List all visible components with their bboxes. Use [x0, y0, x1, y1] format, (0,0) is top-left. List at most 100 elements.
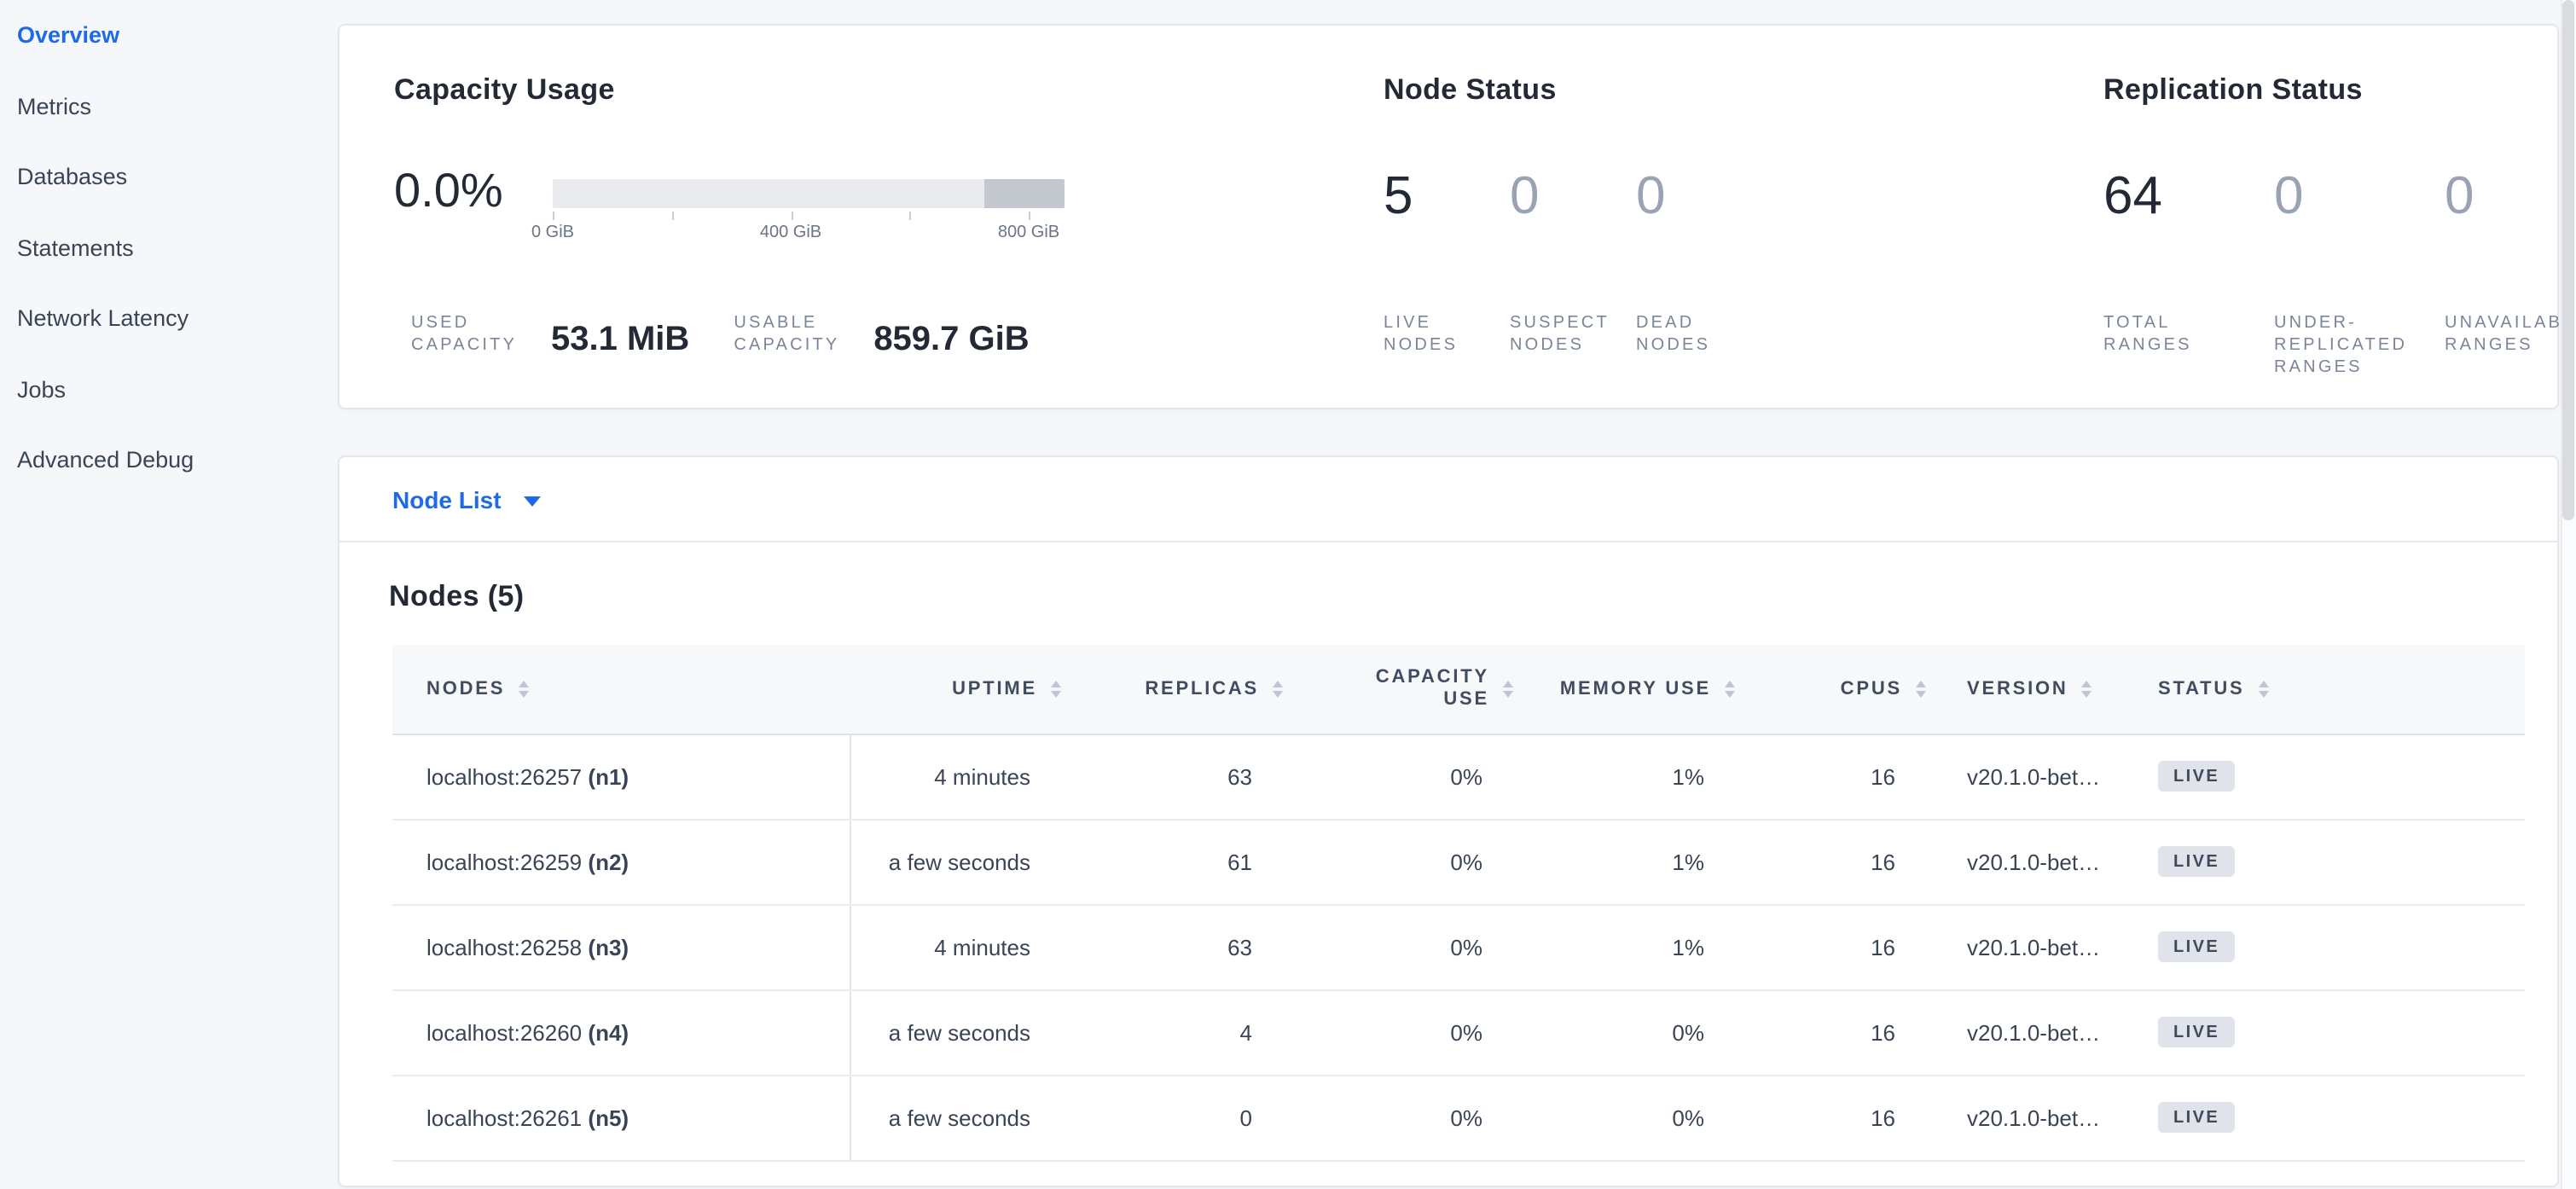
- column-header-version[interactable]: VERSION: [1936, 645, 2141, 734]
- axis-tick: [791, 212, 792, 220]
- unavailable-ranges-stat: 0 UNAVAILABLE RANGES: [2445, 168, 2576, 379]
- used-capacity-label: USED CAPACITY: [411, 314, 518, 355]
- status-cell: LIVE: [2141, 734, 2525, 820]
- column-label: VERSION: [1967, 678, 2068, 699]
- node-list-card: Node List Nodes (5) NODES: [338, 455, 2559, 1186]
- nodes-table-section: Nodes (5) NODES UPTIME: [339, 542, 2557, 1185]
- column-label: STATUS: [2158, 678, 2245, 699]
- caret-down-icon: [523, 496, 541, 506]
- status-badge: LIVE: [2158, 1102, 2236, 1133]
- status-cell: LIVE: [2141, 989, 2525, 1076]
- capacity-use-cell: 0%: [1293, 989, 1523, 1076]
- column-header-cpus[interactable]: CPUS: [1745, 645, 1936, 734]
- uptime-cell: a few seconds: [850, 819, 1071, 905]
- version-cell: v20.1.0-bet…: [1936, 1075, 2141, 1161]
- sort-arrows-icon: [519, 680, 530, 698]
- replicas-cell: 63: [1071, 904, 1293, 990]
- usable-capacity-label: USABLE CAPACITY: [734, 314, 840, 355]
- node-address: localhost:26260: [426, 1019, 583, 1045]
- memory-use-cell: 0%: [1523, 989, 1745, 1076]
- main-content: Capacity Usage 0.0% 0 GiB: [338, 0, 2576, 1186]
- replication-status-section: Replication Status 64 TOTAL RANGES 0 UND…: [2103, 73, 2576, 377]
- axis-tick: [909, 212, 912, 220]
- live-nodes-value: 5: [1384, 165, 1413, 225]
- node-id: (n3): [588, 934, 629, 960]
- suspect-nodes-value: 0: [1510, 165, 1540, 225]
- sidebar-item-jobs[interactable]: Jobs: [17, 376, 67, 403]
- column-header-nodes[interactable]: NODES: [392, 645, 850, 734]
- axis-tick-label: 800 GiB: [997, 223, 1060, 242]
- node-id: (n2): [588, 849, 629, 874]
- status-cell: LIVE: [2141, 904, 2525, 990]
- under-replicated-ranges-value: 0: [2274, 165, 2304, 225]
- replicas-cell: 63: [1071, 734, 1293, 820]
- sort-arrows-icon: [2081, 680, 2092, 698]
- version-cell: v20.1.0-bet…: [1936, 819, 2141, 905]
- sidebar-item-metrics[interactable]: Metrics: [17, 93, 91, 119]
- sort-arrows-icon: [1725, 680, 1735, 698]
- axis-tick-label: 0 GiB: [531, 223, 575, 242]
- sidebar-item-advanced-debug[interactable]: Advanced Debug: [17, 447, 194, 473]
- node-list-header: Node List: [339, 457, 2557, 542]
- page-scrollbar-thumb[interactable]: [2562, 0, 2574, 520]
- uptime-cell: a few seconds: [850, 989, 1071, 1076]
- memory-use-cell: 0%: [1523, 1075, 1745, 1161]
- node-name-cell[interactable]: localhost:26258 (n3): [392, 904, 850, 990]
- node-name-cell[interactable]: localhost:26261 (n5): [392, 1075, 850, 1161]
- column-header-replicas[interactable]: REPLICAS: [1071, 645, 1293, 734]
- column-label: MEMORY USE: [1559, 678, 1711, 699]
- column-label: NODES: [426, 678, 506, 699]
- column-header-uptime[interactable]: UPTIME: [850, 645, 1071, 734]
- page-scrollbar[interactable]: [2561, 0, 2576, 1189]
- uptime-cell: a few seconds: [850, 1075, 1071, 1161]
- status-badge: LIVE: [2158, 761, 2236, 792]
- version-cell: v20.1.0-bet…: [1936, 904, 2141, 990]
- node-list-dropdown[interactable]: Node List: [392, 485, 541, 513]
- cpus-cell: 16: [1745, 904, 1936, 990]
- suspect-nodes-stat: 0 SUSPECT NODES: [1510, 165, 1612, 357]
- cpus-cell: 16: [1745, 989, 1936, 1076]
- sidebar-item-statements[interactable]: Statements: [17, 235, 134, 261]
- capacity-axis: 0 GiB 400 GiB 800 GiB: [531, 212, 1065, 242]
- node-status-stats: 5 LIVE NODES 0 SUSPECT NODES 0 DEAD NODE…: [1384, 165, 1738, 357]
- axis-tick: [1029, 212, 1030, 220]
- capacity-use-cell: 0%: [1293, 1075, 1523, 1161]
- node-address: localhost:26261: [426, 1105, 583, 1130]
- status-cell: LIVE: [2141, 819, 2525, 905]
- capacity-use-cell: 0%: [1293, 819, 1523, 905]
- axis-tick: [671, 212, 674, 220]
- capacity-usage-title: Capacity Usage: [394, 73, 615, 106]
- table-row: localhost:26259 (n2) a few seconds 61 0%…: [392, 819, 2525, 905]
- uptime-cell: 4 minutes: [850, 904, 1071, 990]
- table-row: localhost:26260 (n4) a few seconds 4 0% …: [392, 989, 2525, 1076]
- under-replicated-ranges-label: UNDER-REPLICATED RANGES: [2274, 314, 2408, 377]
- replication-status-title: Replication Status: [2103, 73, 2363, 106]
- node-id: (n4): [588, 1019, 629, 1045]
- node-name-cell[interactable]: localhost:26260 (n4): [392, 989, 850, 1076]
- cpus-cell: 16: [1745, 1075, 1936, 1161]
- live-nodes-stat: 5 LIVE NODES: [1384, 165, 1486, 357]
- sort-arrows-icon: [1503, 680, 1513, 698]
- sidebar-item-overview[interactable]: Overview: [17, 22, 120, 49]
- capacity-bar-wrap: 0 GiB 400 GiB 800 GiB: [531, 162, 1065, 242]
- node-name-cell[interactable]: localhost:26257 (n1): [392, 734, 850, 820]
- live-nodes-label: LIVE NODES: [1384, 314, 1459, 355]
- capacity-bar-reserved-segment: [983, 179, 1065, 208]
- cpus-cell: 16: [1745, 819, 1936, 905]
- replicas-cell: 4: [1071, 989, 1293, 1076]
- column-label: REPLICAS: [1145, 678, 1259, 699]
- node-address: localhost:26257: [426, 763, 583, 789]
- column-header-status[interactable]: STATUS: [2141, 645, 2525, 734]
- status-badge: LIVE: [2158, 846, 2236, 877]
- column-header-memory-use[interactable]: MEMORY USE: [1523, 645, 1745, 734]
- total-ranges-stat: 64 TOTAL RANGES: [2103, 168, 2247, 379]
- capacity-usage-section: Capacity Usage 0.0% 0 GiB: [394, 73, 1349, 357]
- replicas-cell: 0: [1071, 1075, 1293, 1161]
- uptime-cell: 4 minutes: [850, 734, 1071, 820]
- axis-tick: [553, 212, 554, 220]
- column-header-capacity-use[interactable]: CAPACITY USE: [1293, 645, 1523, 734]
- sidebar-item-network-latency[interactable]: Network Latency: [17, 305, 189, 332]
- node-name-cell[interactable]: localhost:26259 (n2): [392, 819, 850, 905]
- capacity-use-cell: 0%: [1293, 904, 1523, 990]
- sidebar-item-databases[interactable]: Databases: [17, 164, 128, 190]
